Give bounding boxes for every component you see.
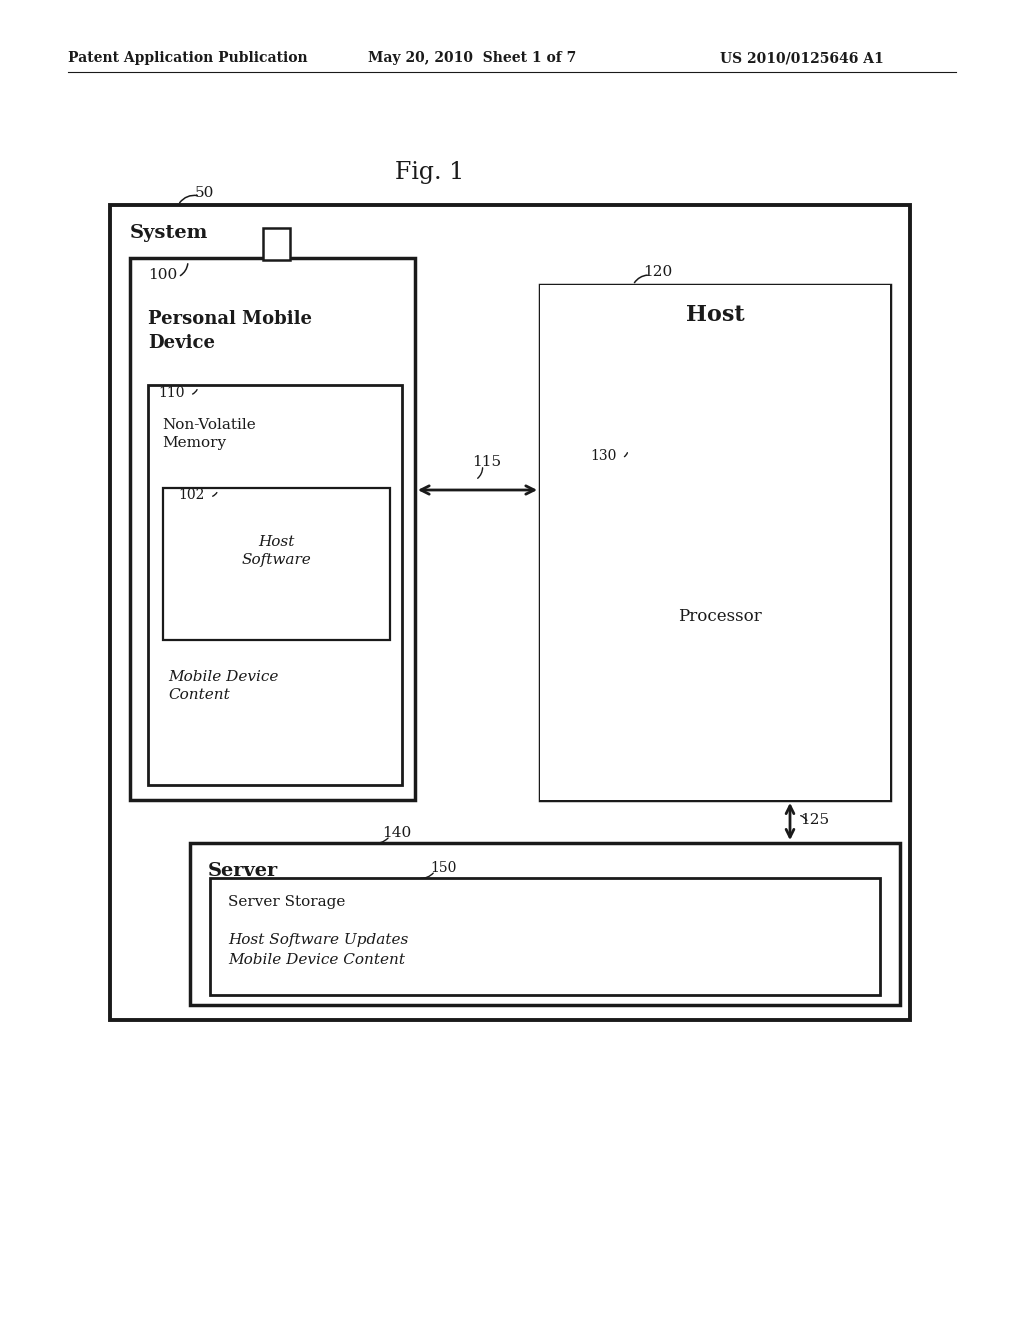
Text: Host Software Updates
Mobile Device Content: Host Software Updates Mobile Device Cont… bbox=[228, 933, 409, 966]
Bar bbox=[263, 228, 290, 260]
Bar bbox=[110, 205, 910, 1020]
Text: Patent Application Publication: Patent Application Publication bbox=[68, 51, 307, 65]
Bar bbox=[210, 878, 880, 995]
Text: 100: 100 bbox=[148, 268, 177, 282]
Bar bbox=[570, 447, 870, 785]
Text: 110: 110 bbox=[158, 385, 184, 400]
Bar bbox=[540, 285, 890, 800]
Text: Personal Mobile
Device: Personal Mobile Device bbox=[148, 310, 312, 351]
Text: 120: 120 bbox=[643, 265, 672, 279]
Text: Processor: Processor bbox=[678, 609, 762, 624]
Bar bbox=[148, 385, 402, 785]
Bar bbox=[540, 285, 890, 800]
Text: 150: 150 bbox=[430, 861, 457, 875]
Text: May 20, 2010  Sheet 1 of 7: May 20, 2010 Sheet 1 of 7 bbox=[368, 51, 577, 65]
Text: Mobile Device
Content: Mobile Device Content bbox=[168, 671, 279, 702]
Text: 50: 50 bbox=[195, 186, 214, 201]
Text: Host
Software: Host Software bbox=[241, 535, 311, 568]
Text: 140: 140 bbox=[382, 826, 412, 840]
Text: 125: 125 bbox=[800, 813, 829, 828]
Text: 102: 102 bbox=[178, 488, 205, 502]
Text: Non-Volatile
Memory: Non-Volatile Memory bbox=[162, 418, 256, 450]
Bar bbox=[190, 843, 900, 1005]
Text: US 2010/0125646 A1: US 2010/0125646 A1 bbox=[720, 51, 884, 65]
Bar bbox=[163, 488, 390, 640]
Text: Host: Host bbox=[686, 304, 744, 326]
Bar bbox=[130, 257, 415, 800]
Text: 115: 115 bbox=[472, 455, 502, 469]
Text: 130: 130 bbox=[590, 449, 616, 463]
Text: Fig. 1: Fig. 1 bbox=[395, 161, 465, 183]
Text: System: System bbox=[130, 224, 208, 242]
Text: Server: Server bbox=[208, 862, 279, 880]
Text: Server Storage: Server Storage bbox=[228, 895, 345, 909]
